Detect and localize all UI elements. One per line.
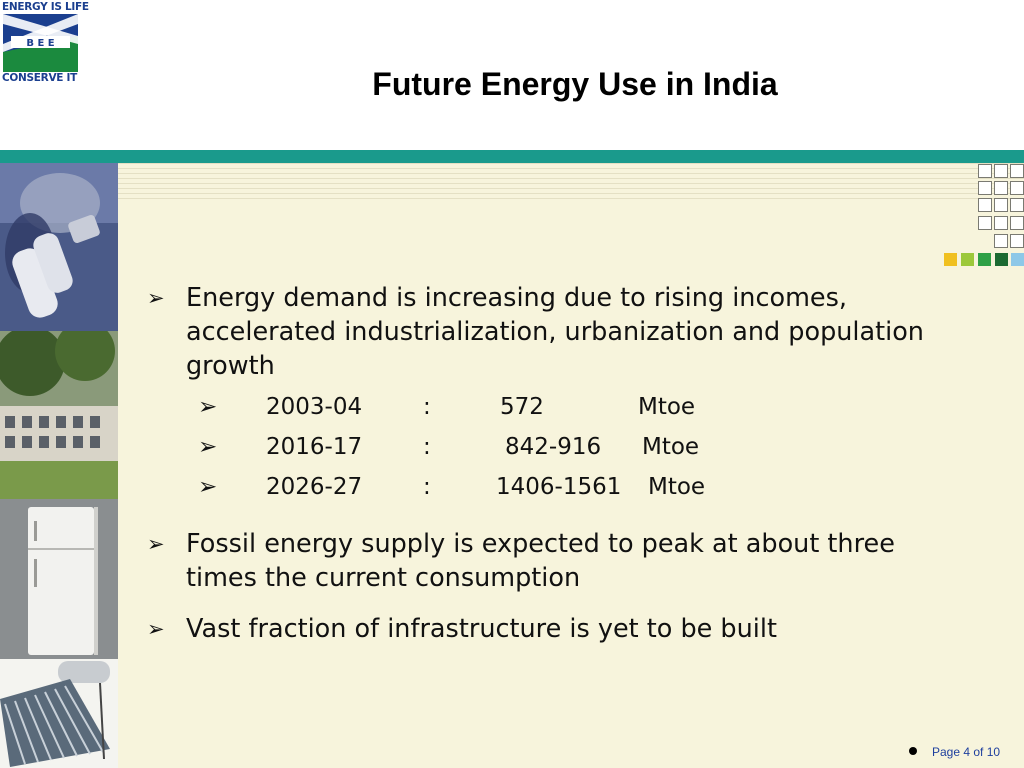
logo-bottom-text: CONSERVE IT [2, 72, 77, 84]
arrow-bullet-icon: ➢ [198, 394, 218, 420]
bullet-text: Energy demand is increasing due to risin… [186, 283, 924, 381]
sub-item-row: ➢ 2016-17 : 842-916 Mtoe [198, 434, 798, 470]
building-photo [0, 331, 118, 499]
sub-item-year: 2026-27 [266, 474, 363, 500]
bullet-list: ➢ Energy demand is increasing due to ris… [118, 163, 1024, 768]
bullet-text: Fossil energy supply is expected to peak… [186, 529, 895, 593]
cfl-bulb-photo [0, 163, 118, 331]
page-number: Page 4 of 10 [932, 745, 1001, 759]
slide-header: ENERGY IS LIFE B E E CONSERVE IT Future … [0, 0, 1024, 150]
arrow-bullet-icon: ➢ [147, 617, 165, 641]
bee-logo-mark-icon: B E E [3, 14, 78, 72]
page-title: Future Energy Use in India [372, 66, 778, 102]
bee-logo: ENERGY IS LIFE B E E CONSERVE IT [0, 0, 89, 88]
sub-item-row: ➢ 2003-04 : 572 Mtoe [198, 394, 798, 430]
grid-decoration-icon [944, 164, 1024, 266]
sub-item-unit: Mtoe [642, 434, 700, 460]
sub-item-unit: Mtoe [648, 474, 706, 500]
sub-item-value: 842-916 [505, 434, 602, 460]
teal-divider-bar [0, 150, 1024, 163]
stripe-pattern [118, 163, 1024, 203]
sub-item-unit: Mtoe [638, 394, 696, 420]
arrow-bullet-icon: ➢ [198, 434, 218, 460]
bullet-text: Vast fraction of infrastructure is yet t… [186, 614, 777, 644]
arrow-bullet-icon: ➢ [147, 286, 165, 310]
sub-item-value: 572 [500, 394, 544, 420]
arrow-bullet-icon: ➢ [198, 474, 218, 500]
solar-water-heater-photo [0, 659, 118, 768]
arrow-bullet-icon: ➢ [147, 532, 165, 556]
sub-item-separator: : [423, 394, 431, 420]
footer-bullet-dot [909, 747, 917, 755]
photo-strip [0, 163, 118, 768]
logo-top-text: ENERGY IS LIFE [2, 1, 89, 13]
content-area: ➢ Energy demand is increasing due to ris… [118, 163, 1024, 768]
logo-mark-text: B E E [26, 38, 54, 49]
sub-item-row: ➢ 2026-27 : 1406-1561 Mtoe [198, 474, 798, 510]
sub-item-year: 2016-17 [266, 434, 363, 460]
refrigerator-photo [0, 499, 118, 659]
sub-item-year: 2003-04 [266, 394, 363, 420]
sub-item-value: 1406-1561 [496, 474, 622, 500]
sub-item-separator: : [423, 474, 431, 500]
sub-item-separator: : [423, 434, 431, 460]
